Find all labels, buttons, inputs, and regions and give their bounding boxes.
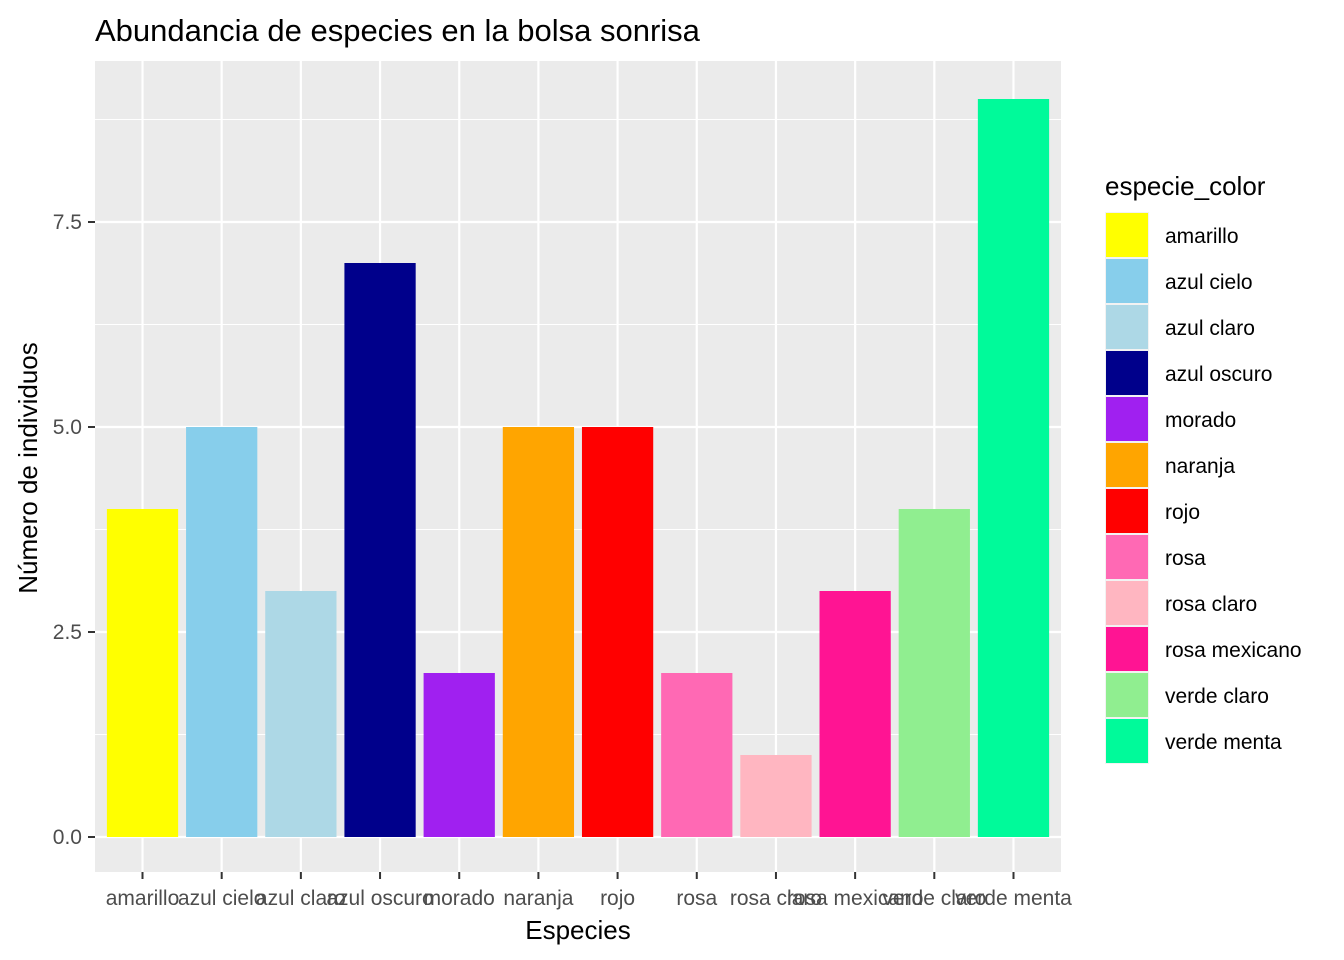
- x-tick-label: amarillo: [106, 887, 180, 910]
- x-tick-label: rosa claro: [730, 887, 822, 910]
- legend-label: azul cielo: [1165, 271, 1253, 294]
- x-tick-label: azul claro: [256, 887, 346, 910]
- legend-swatch: [1106, 719, 1148, 763]
- x-tick-label: morado: [424, 887, 495, 910]
- x-tick-label: rosa: [676, 887, 717, 910]
- y-tick-label: 5.0: [53, 416, 82, 439]
- legend-label: rosa mexicano: [1165, 639, 1302, 662]
- x-tick-label: rosa mexicano: [787, 887, 924, 910]
- legend: amarillo azul cielo azul claro azul oscuro m…: [1105, 212, 1302, 764]
- legend-label: morado: [1165, 409, 1236, 432]
- legend-swatch: [1106, 627, 1148, 671]
- legend-swatch: [1106, 213, 1148, 257]
- bar-azul-cielo: [186, 427, 258, 837]
- legend-label: verde menta: [1165, 731, 1282, 754]
- chart-title: Abundancia de especies en la bolsa sonri…: [95, 13, 701, 48]
- legend-swatch: [1106, 535, 1148, 579]
- bar-morado: [423, 673, 495, 837]
- y-tick-label: 7.5: [53, 211, 82, 234]
- y-axis: 0.0 2.5 5.0 7.5: [53, 211, 95, 849]
- legend-swatch: [1106, 305, 1148, 349]
- bar-naranja: [502, 427, 575, 837]
- x-axis-title: Especies: [525, 915, 631, 945]
- x-tick-label: rojo: [600, 887, 635, 910]
- bar-rosa-claro: [740, 755, 812, 837]
- legend-swatch: [1106, 397, 1148, 441]
- legend-label: amarillo: [1165, 225, 1239, 248]
- legend-swatch: [1106, 489, 1148, 533]
- bar-rojo: [581, 427, 654, 837]
- x-tick-label: azul cielo: [178, 887, 266, 910]
- legend-label: naranja: [1165, 455, 1235, 478]
- legend-title: especie_color: [1105, 171, 1266, 201]
- y-axis-title: Número de individuos: [13, 342, 43, 593]
- x-tick-label: verde menta: [955, 887, 1072, 910]
- bar-azul-oscuro: [344, 263, 416, 837]
- legend-swatch: [1106, 443, 1148, 487]
- legend-swatch: [1106, 259, 1148, 303]
- bar-amarillo: [106, 509, 179, 837]
- bar-verde-menta: [977, 99, 1050, 837]
- x-tick-label: naranja: [503, 887, 573, 910]
- y-tick-label: 0.0: [53, 826, 82, 849]
- x-tick-label: verde claro: [882, 887, 986, 910]
- legend-label: azul oscuro: [1165, 363, 1272, 386]
- legend-swatch: [1106, 581, 1148, 625]
- legend-label: rojo: [1165, 501, 1200, 524]
- plot-panel: [95, 61, 1061, 872]
- legend-label: verde claro: [1165, 685, 1269, 708]
- bar-rosa-mexicano: [819, 591, 891, 837]
- legend-label: rosa: [1165, 547, 1206, 570]
- x-tick-label: azul oscuro: [326, 887, 433, 910]
- legend-swatch: [1106, 351, 1148, 395]
- legend-label: azul claro: [1165, 317, 1255, 340]
- bar-rosa: [661, 673, 733, 837]
- y-tick-label: 2.5: [53, 621, 82, 644]
- legend-label: rosa claro: [1165, 593, 1257, 616]
- bar-azul-claro: [265, 591, 337, 837]
- bar-verde-claro: [898, 509, 970, 837]
- legend-swatch: [1106, 673, 1148, 717]
